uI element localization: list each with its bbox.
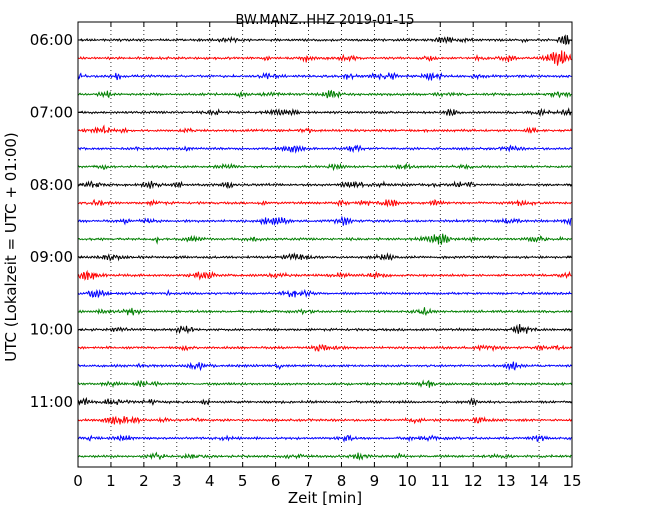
y-axis-ticks: 06:00 07:00 08:00 09:00 10:00 11:00 xyxy=(30,31,572,411)
trace-16 xyxy=(77,307,572,317)
x-tick-label: 0 xyxy=(73,472,83,490)
x-tick-label: 10 xyxy=(398,472,417,490)
trace-7 xyxy=(77,144,572,154)
trace-12 xyxy=(77,233,572,245)
y-tick-label: 08:00 xyxy=(30,176,73,194)
x-tick-label: 8 xyxy=(337,472,347,490)
y-tick-label: 11:00 xyxy=(30,393,73,411)
trace-17 xyxy=(77,324,572,335)
x-tick-label: 2 xyxy=(139,472,149,490)
trace-21 xyxy=(77,396,572,407)
x-tick-label: 1 xyxy=(106,472,116,490)
y-tick-label: 07:00 xyxy=(30,103,73,121)
x-tick-label: 5 xyxy=(238,472,248,490)
x-axis-label: Zeit [min] xyxy=(288,489,362,507)
trace-8 xyxy=(77,162,572,172)
x-tick-label: 4 xyxy=(205,472,215,490)
trace-14 xyxy=(77,269,572,281)
trace-3 xyxy=(77,71,572,82)
chart-title: BW.MANZ..HHZ 2019-01-15 xyxy=(235,13,414,28)
y-tick-label: 10:00 xyxy=(30,321,73,339)
x-tick-label: 12 xyxy=(464,472,483,490)
trace-11 xyxy=(77,215,572,227)
trace-6 xyxy=(77,124,572,134)
trace-10 xyxy=(77,198,572,208)
trace-15 xyxy=(77,288,572,299)
x-tick-label: 3 xyxy=(172,472,182,490)
trace-5 xyxy=(77,107,572,118)
seismic-traces xyxy=(77,34,572,461)
x-tick-label: 9 xyxy=(370,472,380,490)
trace-24 xyxy=(77,451,572,461)
trace-22 xyxy=(77,415,572,425)
trace-19 xyxy=(77,361,572,372)
gridlines xyxy=(110,22,540,467)
x-axis-ticks: 0 1 2 3 4 5 6 7 8 9 10 11 12 13 14 15 xyxy=(73,22,582,490)
plot-frame xyxy=(77,21,573,468)
x-tick-label: 13 xyxy=(497,472,516,490)
x-tick-label: 11 xyxy=(431,472,450,490)
trace-1 xyxy=(77,34,572,46)
trace-9 xyxy=(77,180,572,190)
y-tick-label: 06:00 xyxy=(30,31,73,49)
trace-20 xyxy=(77,379,572,389)
trace-13 xyxy=(77,252,572,262)
x-tick-label: 7 xyxy=(304,472,314,490)
x-tick-label: 15 xyxy=(562,472,581,490)
trace-4 xyxy=(77,89,572,99)
trace-18 xyxy=(77,343,572,352)
trace-23 xyxy=(77,434,572,443)
y-tick-label: 09:00 xyxy=(30,248,73,266)
x-tick-label: 14 xyxy=(530,472,549,490)
x-tick-label: 6 xyxy=(271,472,281,490)
trace-2 xyxy=(77,50,572,66)
y-axis-label: UTC (Lokalzeit = UTC + 01:00) xyxy=(2,132,20,362)
